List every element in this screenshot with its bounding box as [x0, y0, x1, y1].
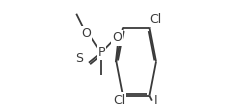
Text: S: S: [75, 52, 83, 65]
Text: O: O: [112, 31, 122, 44]
Text: Cl: Cl: [149, 13, 162, 26]
Text: P: P: [98, 46, 105, 59]
Text: I: I: [154, 94, 157, 107]
Text: Cl: Cl: [113, 94, 125, 107]
Text: O: O: [81, 27, 91, 40]
